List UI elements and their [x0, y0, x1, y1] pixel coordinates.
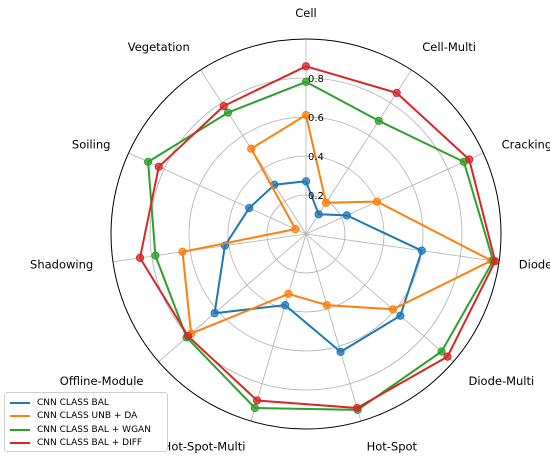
category-label: Shadowing	[30, 258, 93, 272]
series-line	[213, 180, 423, 353]
data-point	[245, 203, 254, 213]
data-point	[336, 347, 345, 356]
category-label: Diode-Multi	[468, 374, 534, 388]
grid-spoke	[250, 233, 307, 422]
data-point	[135, 253, 145, 262]
data-point	[342, 211, 351, 220]
legend-swatch	[10, 428, 30, 431]
data-point	[210, 309, 219, 318]
category-label: Hot-Spot-Multi	[163, 439, 246, 453]
legend-label: CNN CLASS BAL + WGAN	[37, 424, 151, 435]
data-point	[291, 225, 300, 234]
data-point	[322, 300, 331, 310]
data-point	[250, 403, 260, 413]
data-point	[301, 110, 311, 120]
data-point	[144, 157, 153, 167]
data-point	[253, 396, 262, 405]
category-label: Offline-Module	[60, 374, 144, 388]
data-point	[491, 257, 500, 266]
data-point	[443, 352, 452, 361]
series-3	[144, 77, 498, 414]
data-point	[281, 300, 290, 310]
grid	[110, 38, 502, 430]
grid-spoke	[158, 233, 307, 363]
data-point	[154, 162, 163, 171]
data-point	[437, 347, 446, 356]
data-point	[151, 251, 160, 260]
grid-spoke	[305, 233, 454, 363]
legend-item: CNN CLASS BAL	[10, 396, 162, 410]
data-point	[184, 332, 193, 341]
data-point	[372, 197, 382, 206]
legend: CNN CLASS BAL CNN CLASS UNB + DA CNN CLA…	[4, 392, 168, 452]
category-label: Cell	[295, 6, 317, 20]
data-point	[465, 155, 474, 164]
axis-labels: 0.2 0.4 0.6 0.8 Cell Cell-Multi Cracking Diode D…	[30, 6, 550, 453]
category-label: Hot-Spot	[367, 439, 418, 453]
data-point	[301, 77, 311, 87]
category-label: Soiling	[72, 138, 111, 152]
series-layer	[135, 62, 500, 414]
series-2	[178, 110, 496, 338]
series-4	[135, 62, 500, 413]
data-point	[219, 101, 228, 111]
grid-spoke	[305, 69, 412, 235]
data-point	[321, 198, 331, 207]
category-label: Vegetation	[128, 40, 190, 54]
category-label: Cracking	[502, 138, 550, 152]
data-point	[352, 403, 362, 413]
series-line	[181, 114, 493, 335]
series-line	[139, 65, 497, 409]
data-point	[247, 144, 256, 153]
data-point	[223, 108, 233, 117]
grid-spoke	[305, 233, 362, 422]
legend-item: CNN CLASS UNB + DA	[10, 410, 162, 424]
data-point	[392, 88, 401, 98]
grid-spoke	[112, 233, 307, 263]
radial-tick-label: 0.6	[308, 113, 324, 124]
grid-spoke	[305, 152, 484, 235]
category-label: Cell-Multi	[422, 40, 476, 54]
data-point	[417, 246, 426, 255]
grid-spoke	[305, 233, 500, 263]
category-label: Diode	[519, 258, 550, 272]
series-line	[147, 80, 495, 411]
data-point	[301, 62, 311, 71]
radial-tick-label: 0.4	[308, 152, 324, 163]
data-point	[284, 289, 293, 298]
legend-label: CNN CLASS UNB + DA	[37, 411, 138, 422]
data-point	[396, 311, 405, 320]
legend-label: CNN CLASS BAL + DIFF	[37, 438, 143, 449]
legend-swatch	[10, 442, 30, 445]
data-point	[301, 177, 311, 186]
legend-swatch	[10, 415, 30, 418]
radial-tick-label: 0.8	[308, 74, 324, 85]
legend-swatch	[10, 401, 30, 404]
outer-frame	[110, 38, 502, 430]
data-point	[388, 305, 398, 314]
data-point	[178, 247, 187, 256]
data-point	[314, 210, 323, 219]
legend-item: CNN CLASS BAL + WGAN	[10, 423, 162, 437]
series-1	[210, 177, 426, 356]
legend-label: CNN CLASS BAL	[37, 397, 109, 408]
legend-item: CNN CLASS BAL + DIFF	[10, 437, 162, 451]
radial-tick-label: 0.2	[308, 191, 324, 202]
data-point	[374, 116, 383, 125]
